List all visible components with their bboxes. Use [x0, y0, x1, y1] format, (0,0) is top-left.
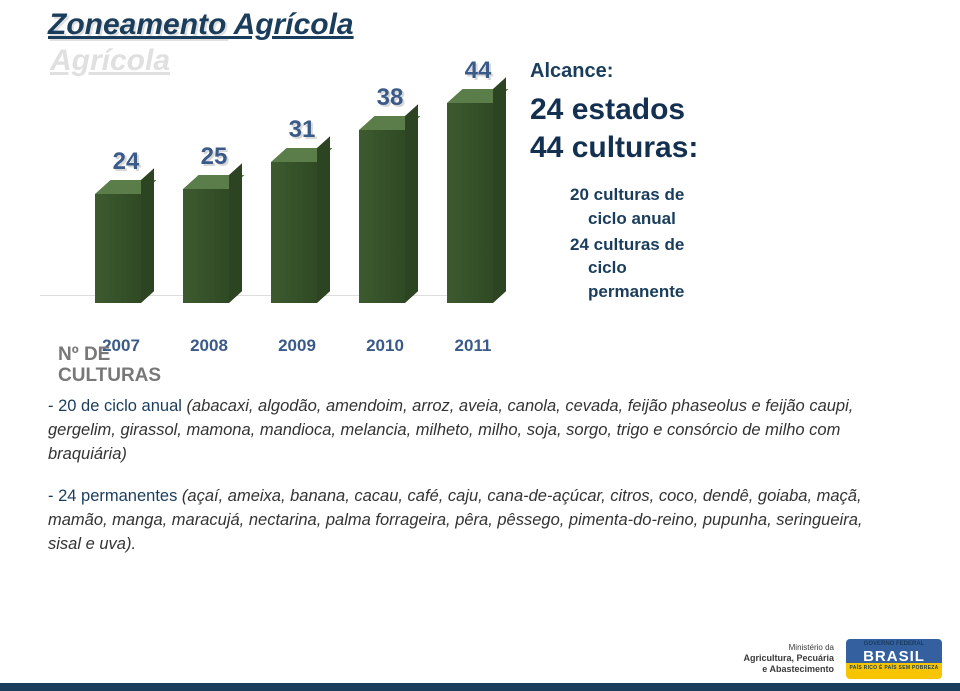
title-text: Zoneamento Agrícola [48, 8, 354, 41]
xaxis-label: 2009 [257, 336, 337, 356]
yaxis-title: Nº DE CULTURAS [58, 345, 161, 387]
sub-item-annual: 20 culturas de ciclo anual [570, 183, 920, 231]
min-l1: Ministério da [743, 643, 834, 653]
yaxis-l2: CULTURAS [58, 365, 161, 386]
para1-lead: - 20 de ciclo anual [48, 397, 187, 415]
bar-side-face [141, 168, 154, 303]
bar-front-face [447, 103, 493, 303]
min-l2: Agricultura, Pecuária [743, 653, 834, 664]
bar-side-face [405, 105, 418, 303]
para2-lead: - 24 permanentes [48, 487, 182, 505]
xaxis-label: 2008 [169, 336, 249, 356]
brasil-logo: GOVERNO FEDERAL BRASIL PAÍS RICO É PAÍS … [846, 639, 942, 679]
bar-side-face [317, 136, 330, 303]
brasil-tagline: PAÍS RICO É PAÍS SEM POBREZA [849, 665, 938, 671]
yaxis-l1: Nº DE [58, 344, 110, 365]
sub2b: ciclo [588, 256, 627, 280]
sub-list: 20 culturas de ciclo anual 24 culturas d… [570, 183, 920, 304]
bar-front-face [359, 130, 405, 303]
chart-bar [95, 194, 141, 303]
chart-plot: 24242525313138384444 [40, 103, 500, 303]
bar-value-label: 3838 [355, 84, 425, 112]
body-text: - 20 de ciclo anual (abacaxi, algodão, a… [48, 395, 898, 575]
xaxis-label: 2010 [345, 336, 425, 356]
sub-item-permanent: 24 culturas de ciclo permanente [570, 233, 920, 304]
page-title: Zoneamento Agrícola Zoneamento Agrícola [48, 8, 354, 42]
ministerio-block: Ministério da Agricultura, Pecuária e Ab… [743, 643, 834, 674]
paragraph-annual: - 20 de ciclo anual (abacaxi, algodão, a… [48, 395, 898, 467]
footer-bar [0, 683, 960, 691]
chart-bar [447, 103, 493, 303]
cultures-chart: 24242525313138384444 2007200820092010201… [40, 65, 500, 360]
bar-side-face [229, 164, 242, 303]
bar-value-label: 4444 [443, 57, 513, 85]
sub1a: 20 culturas de [570, 185, 684, 204]
summary-block: Alcance: 24 estados 44 culturas: 20 cult… [530, 60, 920, 306]
bar-value-label: 2424 [91, 148, 161, 176]
bar-value-label: 3131 [267, 116, 337, 144]
xaxis-label: 2011 [433, 336, 513, 356]
bar-front-face [271, 162, 317, 303]
gov-federal: GOVERNO FEDERAL [864, 641, 925, 647]
min-l3: e Abastecimento [743, 664, 834, 675]
chart-bar [359, 130, 405, 303]
cultures-count: 44 culturas: [530, 131, 920, 165]
footer: Ministério da Agricultura, Pecuária e Ab… [0, 633, 960, 691]
bar-front-face [95, 194, 141, 303]
brasil-text: BRASIL [863, 648, 925, 665]
bar-value-label: 2525 [179, 143, 249, 171]
paragraph-permanent: - 24 permanentes (açaí, ameixa, banana, … [48, 485, 898, 557]
alcance-label: Alcance: [530, 60, 920, 83]
chart-bar [183, 189, 229, 303]
sub2c: permanente [588, 280, 684, 304]
states-count: 24 estados [530, 93, 920, 127]
chart-bar [271, 162, 317, 303]
sub1b: ciclo anual [588, 207, 676, 231]
bar-front-face [183, 189, 229, 303]
bar-side-face [493, 77, 506, 303]
footer-logos: Ministério da Agricultura, Pecuária e Ab… [743, 639, 942, 679]
sub2a: 24 culturas de [570, 235, 684, 254]
